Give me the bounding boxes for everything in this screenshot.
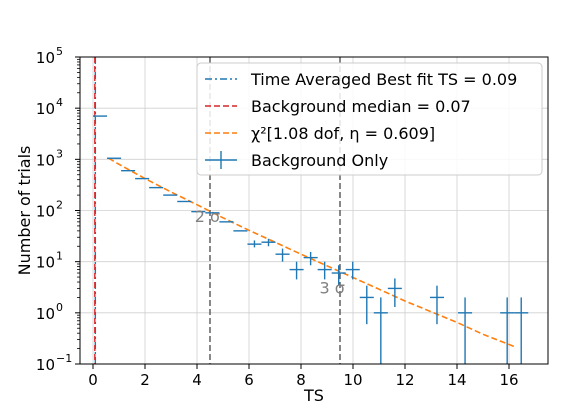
y-tick-exponent: −1 bbox=[56, 352, 72, 365]
legend: Time Averaged Best fit TS = 0.09 Backgrou… bbox=[196, 62, 543, 176]
chi2-curve-line bbox=[108, 157, 515, 348]
data-point bbox=[317, 261, 332, 280]
legend-label: Background median = 0.07 bbox=[251, 97, 471, 116]
background-only-points bbox=[93, 115, 529, 364]
data-point bbox=[514, 297, 529, 364]
legend-entry: Time Averaged Best fit TS = 0.09 bbox=[205, 70, 517, 89]
data-point bbox=[331, 265, 346, 285]
data-point bbox=[247, 240, 262, 248]
x-axis-label: TS bbox=[303, 386, 324, 405]
y-tick-exponent: 2 bbox=[56, 199, 63, 212]
data-point bbox=[275, 248, 290, 262]
x-tick-label: 4 bbox=[192, 371, 202, 389]
sigma-annotations: 2 σ 3 σ bbox=[195, 207, 345, 298]
y-tick-label: 10 bbox=[36, 356, 55, 374]
reference-lines bbox=[94, 57, 341, 364]
legend-label: χ²[1.08 dof, η = 0.609] bbox=[251, 124, 435, 143]
y-tick-label: 10 bbox=[36, 305, 55, 323]
x-tick-label: 16 bbox=[499, 371, 518, 389]
x-tick-label: 12 bbox=[395, 371, 414, 389]
legend-label: Time Averaged Best fit TS = 0.09 bbox=[250, 70, 517, 89]
data-point bbox=[345, 261, 360, 280]
y-tick-exponent: 5 bbox=[56, 45, 63, 58]
x-tick-label: 6 bbox=[244, 371, 254, 389]
chi2-fit-curve bbox=[108, 157, 515, 348]
data-point bbox=[429, 285, 444, 325]
data-point bbox=[261, 238, 276, 247]
x-tick-label: 0 bbox=[88, 371, 98, 389]
y-tick-label: 10 bbox=[36, 100, 55, 118]
y-tick-label: 10 bbox=[36, 203, 55, 221]
legend-entry: Background median = 0.07 bbox=[205, 97, 471, 116]
y-tick-exponent: 4 bbox=[56, 96, 63, 109]
y-axis-label: Number of trials bbox=[15, 146, 34, 276]
y-tick-exponent: 0 bbox=[56, 301, 63, 314]
y-tick-label: 10 bbox=[36, 254, 55, 272]
data-point bbox=[303, 251, 318, 266]
data-point bbox=[359, 285, 374, 325]
data-point bbox=[500, 297, 515, 364]
legend-label: Background Only bbox=[251, 151, 388, 170]
data-point bbox=[373, 297, 388, 364]
x-tick-label: 8 bbox=[296, 371, 306, 389]
x-tick-label: 14 bbox=[447, 371, 466, 389]
data-point bbox=[387, 278, 402, 308]
sigma-label: 3 σ bbox=[319, 278, 344, 297]
sigma-label: 2 σ bbox=[195, 207, 220, 226]
x-axis-ticks: 0 2 4 6 8 10 12 14 16 bbox=[88, 364, 519, 389]
legend-entry: Background Only bbox=[205, 151, 388, 170]
x-tick-label: 2 bbox=[140, 371, 150, 389]
data-point bbox=[289, 261, 304, 280]
y-tick-exponent: 3 bbox=[56, 147, 63, 160]
data-point bbox=[458, 297, 473, 364]
legend-box bbox=[196, 62, 543, 176]
y-tick-label: 10 bbox=[36, 49, 55, 67]
y-tick-exponent: 1 bbox=[56, 250, 63, 263]
x-tick-label: 10 bbox=[343, 371, 362, 389]
y-tick-label: 10 bbox=[36, 151, 55, 169]
legend-entry: χ²[1.08 dof, η = 0.609] bbox=[205, 124, 435, 143]
